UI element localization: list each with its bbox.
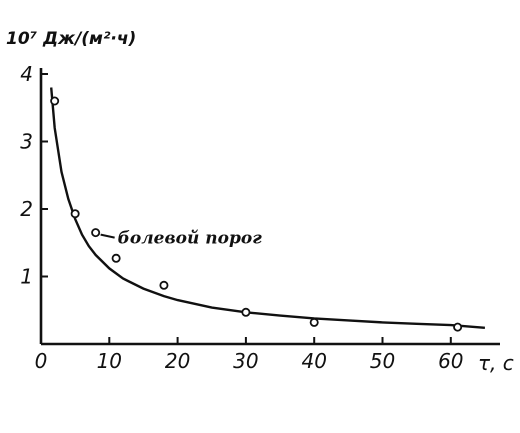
series-curve-line <box>50 87 485 329</box>
y-tick-label: 3 <box>20 130 33 154</box>
data-point <box>453 322 463 332</box>
data-point <box>159 280 169 290</box>
y-tick-label: 4 <box>20 62 33 86</box>
annotation-leader <box>100 233 115 239</box>
annotations: болевой порог <box>100 229 263 249</box>
series-points-group <box>50 96 463 332</box>
data-point <box>91 228 101 238</box>
x-tick-label: 60 <box>438 349 463 373</box>
x-axis-label: τ, с <box>478 351 514 375</box>
axes <box>39 68 500 346</box>
y-tick-label: 2 <box>20 197 33 221</box>
x-tick-label: 10 <box>97 349 122 373</box>
data-point <box>70 209 80 219</box>
annotation-label: болевой порог <box>118 229 263 249</box>
x-tick-label: 40 <box>301 349 326 373</box>
data-point <box>309 317 319 327</box>
data-point <box>50 96 60 106</box>
ticks: 0 10 20 30 40 50 60 1 2 3 4 <box>20 62 463 373</box>
series-curve-group <box>50 87 485 329</box>
y-tick-label: 1 <box>20 265 33 289</box>
y-axis-label: 10⁷ Дж/(м²·ч) <box>6 29 136 49</box>
x-tick-label: 30 <box>233 349 258 373</box>
x-tick-label: 50 <box>370 349 395 373</box>
data-point <box>241 307 251 317</box>
x-tick-label: 20 <box>165 349 190 373</box>
x-tick-label: 0 <box>35 349 48 373</box>
data-point <box>111 253 121 263</box>
